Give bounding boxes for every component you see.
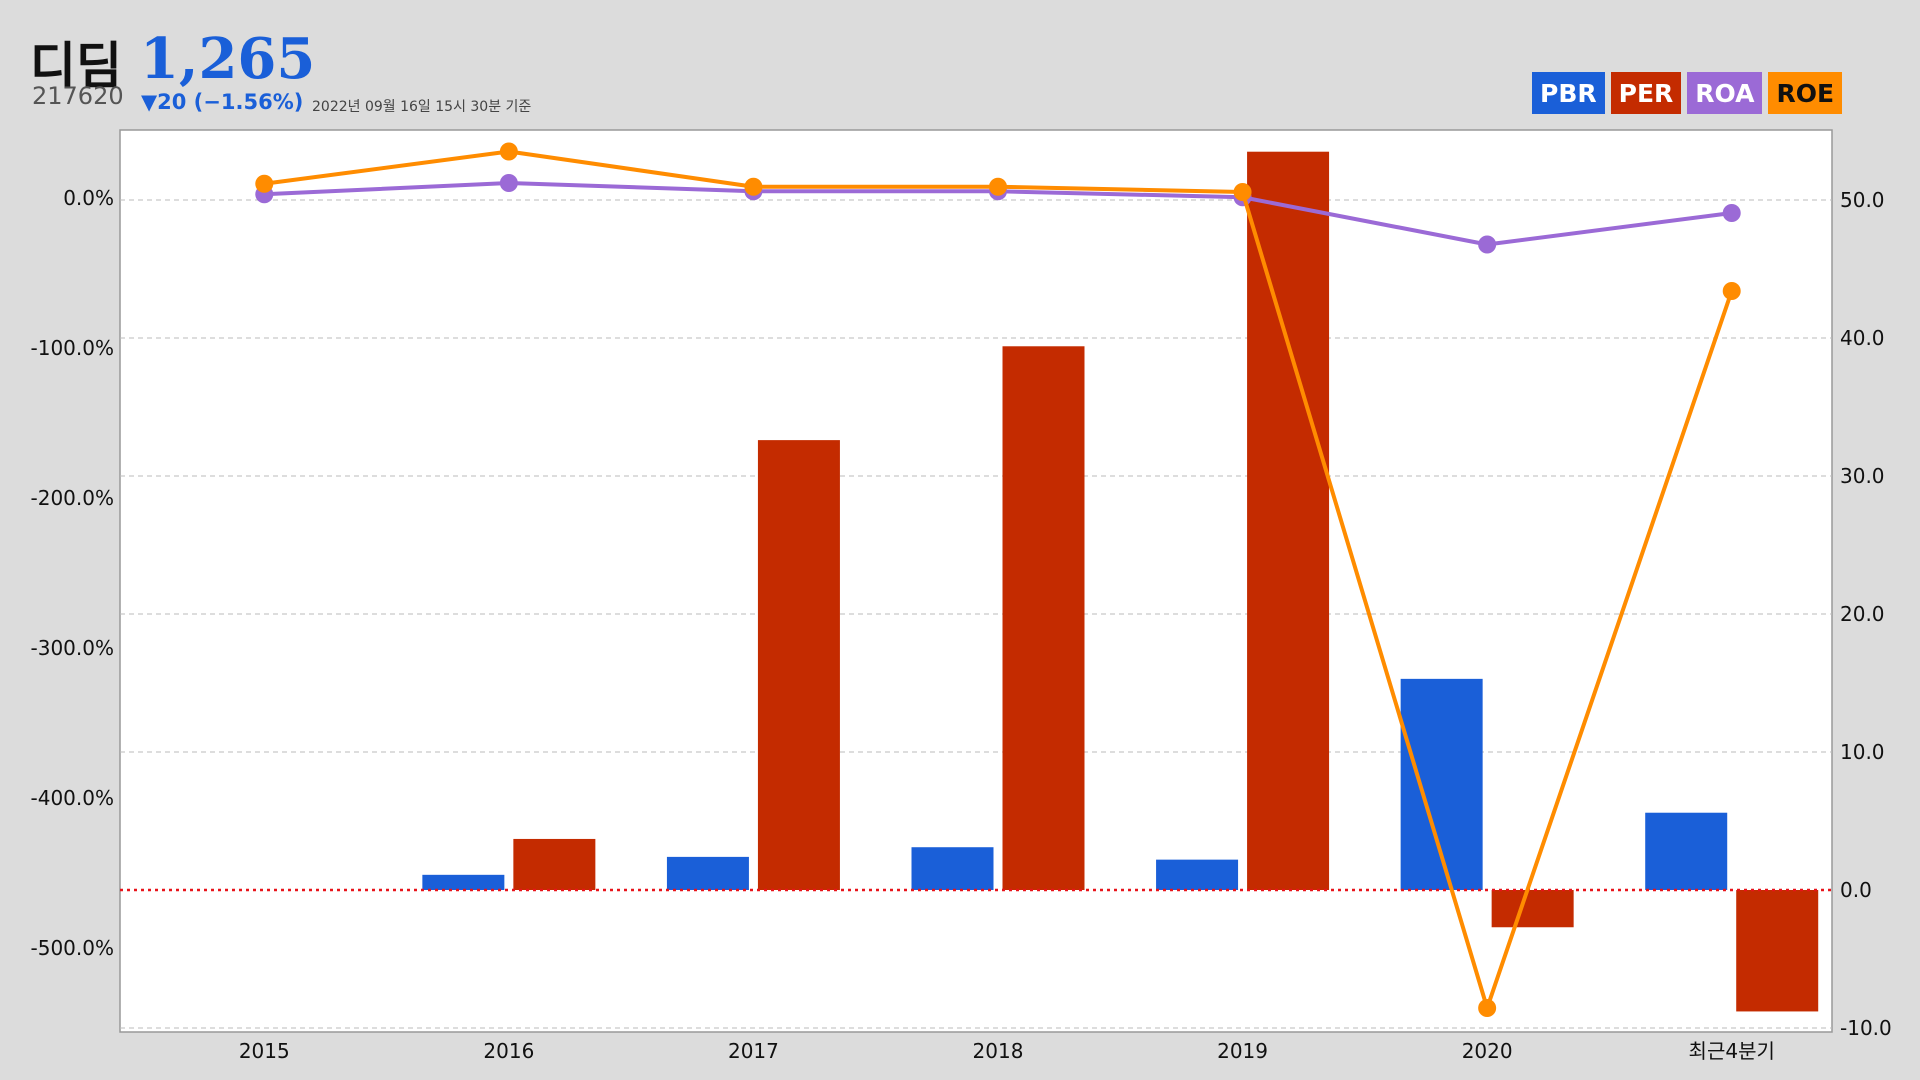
x-tick-label: 2019 [1217, 1039, 1268, 1063]
roa-point [499, 174, 518, 192]
roe-point [255, 174, 274, 193]
roe-point [1233, 183, 1252, 201]
left-tick-label: -100.0% [31, 336, 114, 360]
roe-point [744, 177, 763, 196]
grid [120, 199, 1832, 1029]
x-tick-label: 2016 [483, 1039, 534, 1063]
lines [255, 142, 1741, 1017]
left-tick-label: 0.0% [63, 186, 114, 210]
right-tick-label: 30.0 [1840, 464, 1885, 488]
per-bar [1002, 346, 1085, 890]
x-tick-label: 최근4분기 [1689, 1039, 1775, 1063]
x-tick-label: 2017 [728, 1039, 779, 1063]
per-bar [1736, 890, 1819, 1012]
stock-code: 217620 [32, 82, 124, 110]
per-bar [1247, 151, 1330, 890]
legend: PBR PER ROA ROE [1532, 72, 1843, 114]
pbr-bar [1156, 859, 1239, 890]
roa-point [1478, 235, 1497, 254]
ticks: 50.0 40.0 30.0 20.0 10.0 0.0 -10.0 0.0% -100.0% -… [31, 186, 1892, 1063]
right-tick-label: 40.0 [1840, 326, 1885, 350]
price-change: ▼20 (−1.56%) [141, 90, 304, 114]
per-bar [1491, 890, 1574, 928]
per-bar [513, 838, 596, 890]
x-tick-label: 2015 [239, 1039, 290, 1063]
right-tick-label: 10.0 [1840, 740, 1885, 764]
as-of-timestamp: 2022년 09월 16일 15시 30분 기준 [312, 99, 532, 115]
right-tick-label: 20.0 [1840, 602, 1885, 626]
legend-roe: ROE [1768, 72, 1843, 114]
roe-point [989, 177, 1007, 196]
pbr-bar [422, 874, 505, 890]
legend-per: PER [1610, 72, 1682, 114]
bars [422, 151, 1819, 1012]
right-tick-label: 0.0 [1840, 878, 1872, 902]
roe-point [1722, 282, 1741, 300]
stock-name: 디딤 [30, 37, 122, 95]
left-tick-label: -200.0% [31, 486, 114, 510]
per-bar [757, 440, 840, 890]
x-tick-label: 2018 [973, 1039, 1024, 1063]
roa-point [1722, 204, 1741, 222]
right-tick-label: 50.0 [1840, 188, 1885, 212]
plot-area [119, 129, 1833, 1033]
right-tick-label: -10.0 [1840, 1016, 1892, 1040]
left-tick-label: -300.0% [31, 636, 114, 660]
stock-price: 1,265 [140, 26, 316, 92]
left-tick-label: -500.0% [31, 936, 114, 960]
roe-point [499, 142, 518, 161]
legend-pbr: PBR [1532, 72, 1605, 114]
pbr-bar [911, 847, 994, 890]
pbr-bar [1645, 812, 1728, 890]
x-tick-label: 2020 [1462, 1039, 1513, 1063]
pbr-bar [666, 856, 749, 890]
legend-roa: ROA [1687, 72, 1763, 114]
left-tick-label: -400.0% [31, 786, 114, 810]
roe-point [1478, 999, 1497, 1017]
